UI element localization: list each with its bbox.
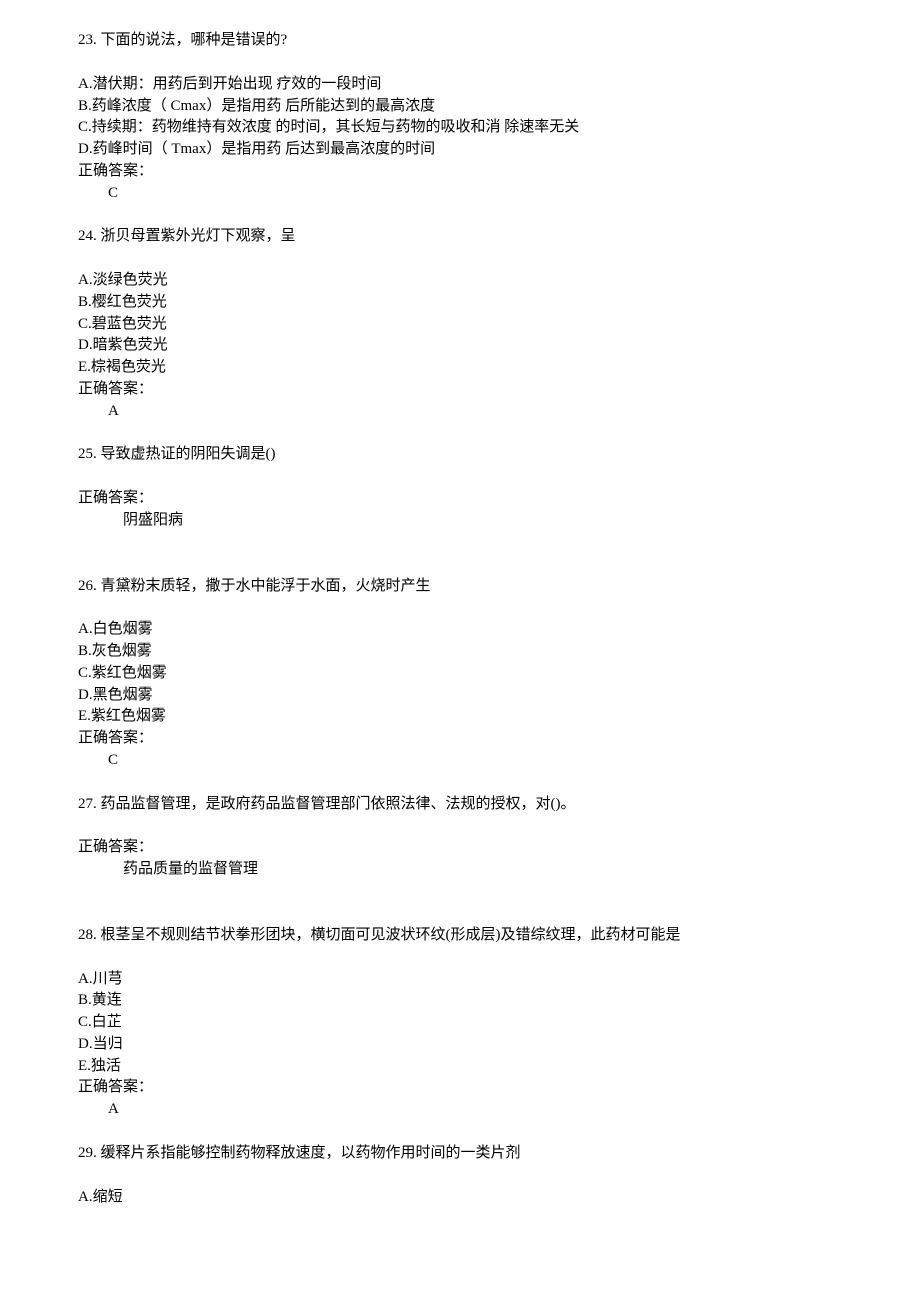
option: A.缩短 — [78, 1187, 842, 1209]
answer-label: 正确答案： — [78, 379, 842, 401]
question-block: 28. 根茎呈不规则结节状拳形团块，横切面可见波状环纹(形成层)及错综纹理，此药… — [78, 925, 842, 1121]
answer-label: 正确答案： — [78, 161, 842, 183]
answer-label: 正确答案： — [78, 488, 842, 510]
option: E.独活 — [78, 1056, 842, 1078]
answer-value: A — [78, 1099, 842, 1121]
option: A.淡绿色荧光 — [78, 270, 842, 292]
answer-value: C — [78, 750, 842, 772]
option: A.川芎 — [78, 969, 842, 991]
question-text: 29. 缓释片系指能够控制药物释放速度，以药物作用时间的一类片剂 — [78, 1143, 842, 1165]
answer-label: 正确答案： — [78, 837, 842, 859]
spacer — [78, 554, 842, 576]
answer-value: 阴盛阳病 — [78, 510, 842, 532]
question-text: 23. 下面的说法，哪种是错误的? — [78, 30, 842, 52]
question-block: 26. 青黛粉末质轻，撒于水中能浮于水面，火烧时产生 A.白色烟雾B.灰色烟雾C.… — [78, 576, 842, 772]
option: D.当归 — [78, 1034, 842, 1056]
option: B.药峰浓度（ Cmax）是指用药 后所能达到的最高浓度 — [78, 96, 842, 118]
option: C.紫红色烟雾 — [78, 663, 842, 685]
option: B.灰色烟雾 — [78, 641, 842, 663]
spacer — [78, 903, 842, 925]
question-text: 27. 药品监督管理，是政府药品监督管理部门依照法律、法规的授权，对()。 — [78, 794, 842, 816]
option: C.碧蓝色荧光 — [78, 314, 842, 336]
answer-label: 正确答案： — [78, 728, 842, 750]
question-block: 27. 药品监督管理，是政府药品监督管理部门依照法律、法规的授权，对()。正确答… — [78, 794, 842, 881]
option: E.棕褐色荧光 — [78, 357, 842, 379]
question-block: 25. 导致虚热证的阴阳失调是() 正确答案：阴盛阳病 — [78, 444, 842, 531]
answer-value: C — [78, 183, 842, 205]
answer-label: 正确答案： — [78, 1077, 842, 1099]
answer-value: A — [78, 401, 842, 423]
question-block: 29. 缓释片系指能够控制药物释放速度，以药物作用时间的一类片剂 A.缩短 — [78, 1143, 842, 1209]
option: A.潜伏期：用药后到开始出现 疗效的一段时间 — [78, 74, 842, 96]
option: B.樱红色荧光 — [78, 292, 842, 314]
option: A.白色烟雾 — [78, 619, 842, 641]
option: C.持续期：药物维持有效浓度 的时间，其长短与药物的吸收和消 除速率无关 — [78, 117, 842, 139]
option: D.药峰时间（ Tmax）是指用药 后达到最高浓度的时间 — [78, 139, 842, 161]
option: D.黑色烟雾 — [78, 685, 842, 707]
question-text: 25. 导致虚热证的阴阳失调是() — [78, 444, 842, 466]
option: E.紫红色烟雾 — [78, 706, 842, 728]
question-text: 24. 浙贝母置紫外光灯下观察，呈 — [78, 226, 842, 248]
question-block: 24. 浙贝母置紫外光灯下观察，呈 A.淡绿色荧光B.樱红色荧光C.碧蓝色荧光D.… — [78, 226, 842, 422]
question-block: 23. 下面的说法，哪种是错误的? A.潜伏期：用药后到开始出现 疗效的一段时间B… — [78, 30, 842, 204]
option: B.黄连 — [78, 990, 842, 1012]
question-text: 26. 青黛粉末质轻，撒于水中能浮于水面，火烧时产生 — [78, 576, 842, 598]
option: D.暗紫色荧光 — [78, 335, 842, 357]
answer-value: 药品质量的监督管理 — [78, 859, 842, 881]
question-text: 28. 根茎呈不规则结节状拳形团块，横切面可见波状环纹(形成层)及错综纹理，此药… — [78, 925, 842, 947]
option: C.白芷 — [78, 1012, 842, 1034]
